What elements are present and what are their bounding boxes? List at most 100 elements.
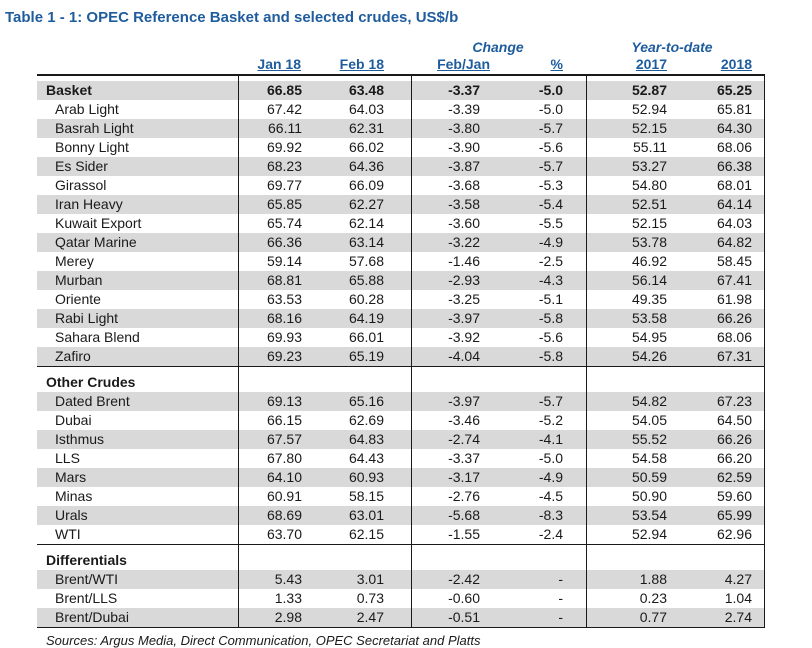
- cell-change-percent: -: [558, 609, 563, 625]
- table-row: Es Sider 68.23 64.36 -3.87 -5.7 53.27 66.38: [37, 157, 765, 176]
- table-row: Oriente 63.53 60.28 -3.25 -5.1 49.35 61.98: [37, 290, 765, 309]
- cell-ytd-2017: 50.59: [631, 469, 667, 485]
- cell-change-percent: -5.7: [538, 158, 563, 174]
- cell-change-percent: -4.9: [538, 234, 563, 250]
- column-divider: [238, 76, 239, 627]
- cell-jan-18: 68.81: [266, 272, 302, 288]
- cell-ytd-2017: 52.87: [631, 82, 667, 98]
- cell-jan-18: 68.69: [266, 507, 302, 523]
- cell-change-percent: -5.3: [538, 177, 563, 193]
- cell-ytd-2018: 59.60: [716, 488, 752, 504]
- cell-change-percent: -5.6: [538, 139, 563, 155]
- cell-feb-18: 66.09: [348, 177, 384, 193]
- cell-change-percent: -5.8: [538, 310, 563, 326]
- cell-ytd-2017: 52.94: [631, 526, 667, 542]
- table-row: Zafiro 69.23 65.19 -4.04 -5.8 54.26 67.31: [37, 347, 765, 366]
- table-bottom-rule: [37, 627, 765, 628]
- crude-name: Bonny Light: [55, 139, 129, 155]
- column-divider: [411, 76, 412, 627]
- cell-ytd-2017: 0.23: [639, 590, 667, 606]
- cell-ytd-2018: 66.26: [716, 310, 752, 326]
- cell-ytd-2017: 52.51: [631, 196, 667, 212]
- crude-name: Mars: [55, 469, 87, 485]
- cell-feb-18: 64.43: [348, 450, 384, 466]
- crude-name: Rabi Light: [55, 310, 119, 326]
- table-row: Brent/LLS 1.33 0.73 -0.60 - 0.23 1.04: [37, 589, 765, 608]
- cell-change-percent: -5.7: [538, 120, 563, 136]
- cell-ytd-2018: 64.50: [716, 412, 752, 428]
- cell-change-feb-jan: -3.39: [448, 101, 480, 117]
- cell-ytd-2017: 52.15: [631, 120, 667, 136]
- cell-change-percent: -5.0: [538, 82, 563, 98]
- cell-feb-18: 63.01: [348, 507, 384, 523]
- crude-name: Qatar Marine: [55, 234, 137, 250]
- cell-jan-18: 64.10: [266, 469, 302, 485]
- cell-ytd-2017: 53.78: [631, 234, 667, 250]
- cell-change-feb-jan: -0.51: [448, 609, 480, 625]
- cell-ytd-2017: 52.15: [631, 215, 667, 231]
- cell-ytd-2018: 4.27: [724, 571, 752, 587]
- cell-ytd-2017: 56.14: [631, 272, 667, 288]
- crude-name: Es Sider: [55, 158, 108, 174]
- crude-name: Isthmus: [55, 431, 105, 447]
- cell-ytd-2017: 55.52: [631, 431, 667, 447]
- crude-name: Brent/Dubai: [55, 609, 129, 625]
- cell-change-feb-jan: -3.68: [448, 177, 480, 193]
- crude-name: Kuwait Export: [55, 215, 142, 231]
- table-row: Minas 60.91 58.15 -2.76 -4.5 50.90 59.60: [37, 487, 765, 506]
- cell-ytd-2018: 68.01: [716, 177, 752, 193]
- cell-ytd-2018: 67.31: [716, 348, 752, 364]
- cell-feb-18: 62.69: [348, 412, 384, 428]
- crude-name: Zafiro: [55, 348, 91, 364]
- crude-name: Brent/LLS: [55, 590, 118, 606]
- table-row: Qatar Marine 66.36 63.14 -3.22 -4.9 53.78 64.8…: [37, 233, 765, 252]
- cell-change-percent: -4.3: [538, 272, 563, 288]
- table-row: Dubai 66.15 62.69 -3.46 -5.2 54.05 64.50: [37, 411, 765, 430]
- crude-name: Girassol: [55, 177, 107, 193]
- cell-jan-18: 68.16: [266, 310, 302, 326]
- cell-jan-18: 66.85: [266, 82, 302, 98]
- cell-ytd-2017: 55.11: [633, 139, 667, 155]
- cell-ytd-2017: 53.58: [631, 310, 667, 326]
- cell-ytd-2017: 54.82: [631, 393, 667, 409]
- cell-change-percent: -5.6: [538, 329, 563, 345]
- cell-change-feb-jan: -1.55: [448, 526, 480, 542]
- cell-change-percent: -5.1: [538, 291, 563, 307]
- cell-change-percent: -4.1: [538, 431, 563, 447]
- cell-ytd-2018: 68.06: [716, 329, 752, 345]
- group-header-year-to-date: Year-to-date: [631, 39, 713, 55]
- cell-change-feb-jan: -3.17: [448, 469, 480, 485]
- cell-change-feb-jan: -3.92: [448, 329, 480, 345]
- cell-jan-18: 59.14: [266, 253, 302, 269]
- cell-feb-18: 64.36: [348, 158, 384, 174]
- cell-jan-18: 63.70: [266, 526, 302, 542]
- cell-change-percent: -5.5: [538, 215, 563, 231]
- cell-jan-18: 66.11: [268, 120, 302, 136]
- cell-jan-18: 69.13: [266, 393, 302, 409]
- cell-ytd-2017: 1.88: [639, 571, 667, 587]
- crude-name: WTI: [55, 526, 81, 542]
- cell-feb-18: 62.27: [348, 196, 384, 212]
- section-header-row: Other Crudes: [37, 366, 765, 392]
- cell-jan-18: 60.91: [266, 488, 302, 504]
- cell-jan-18: 68.23: [266, 158, 302, 174]
- table-title: Table 1 - 1: OPEC Reference Basket and s…: [5, 9, 459, 26]
- cell-ytd-2018: 66.26: [716, 431, 752, 447]
- crude-name: Urals: [55, 507, 88, 523]
- cell-jan-18: 2.98: [274, 609, 302, 625]
- cell-jan-18: 67.42: [266, 101, 302, 117]
- cell-ytd-2018: 1.04: [724, 590, 752, 606]
- cell-change-percent: -: [558, 571, 563, 587]
- cell-ytd-2017: 49.35: [631, 291, 667, 307]
- cell-ytd-2018: 64.14: [716, 196, 752, 212]
- cell-change-feb-jan: -0.60: [448, 590, 480, 606]
- cell-ytd-2018: 61.98: [716, 291, 752, 307]
- table-row: Brent/Dubai 2.98 2.47 -0.51 - 0.77 2.74: [37, 608, 765, 627]
- table-row: Girassol 69.77 66.09 -3.68 -5.3 54.80 68.01: [37, 176, 765, 195]
- crude-name: Minas: [55, 488, 93, 504]
- cell-feb-18: 60.28: [348, 291, 384, 307]
- table-row: Merey 59.14 57.68 -1.46 -2.5 46.92 58.45: [37, 252, 765, 271]
- cell-ytd-2018: 67.41: [716, 272, 752, 288]
- cell-change-percent: -5.8: [538, 348, 563, 364]
